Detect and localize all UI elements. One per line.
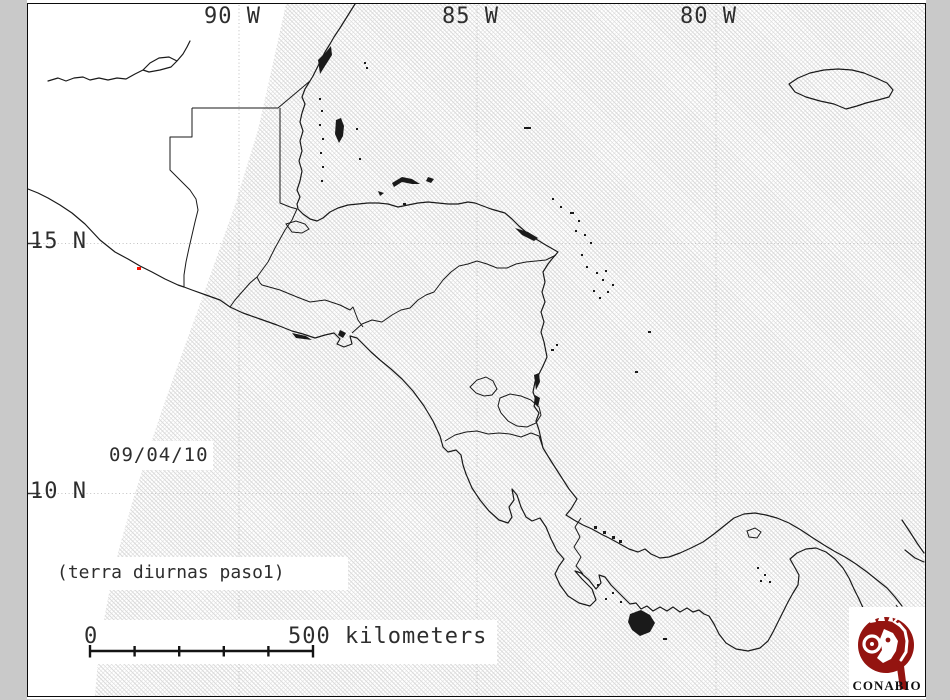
lake-managua [469,376,498,397]
swath-uncovered-area [28,4,286,696]
scalebar-distance-label: 500 kilometers [288,624,488,649]
date-label: 09/04/10 [109,444,209,466]
island-blobs [292,46,655,636]
coastlines [27,3,925,694]
lake-izabal [285,220,310,234]
label-boxes [50,441,925,696]
lat-label-15n: 15 N [30,229,87,254]
lakes [285,220,762,539]
pass-label: (terra diurnas paso1) [57,562,285,583]
lon-label-90w: 90 W [204,4,261,29]
pacific-coast [27,188,902,694]
date-box [101,441,213,470]
scalebar-box [76,620,497,664]
colombia-coast [901,519,925,563]
conabio-logo-text: CONABIO [852,678,922,693]
lake-gatun [746,527,762,539]
lon-label-80w: 80 W [680,4,737,29]
lat-label-10n: 10 N [30,479,87,504]
lake-nicaragua [497,393,542,428]
jamaica-outline [788,68,894,110]
caribbean-coast [296,3,903,607]
conabio-logo-art [858,609,914,690]
pass-label-box [50,557,348,590]
latitude-ticks [28,242,40,495]
lon-label-85w: 85 W [442,4,499,29]
scalebar-zero-label: 0 [84,624,99,649]
scale-bar [88,645,315,658]
fire-point [137,267,141,270]
gulf-of-mexico-coast [47,40,191,82]
small-islands [319,62,771,640]
